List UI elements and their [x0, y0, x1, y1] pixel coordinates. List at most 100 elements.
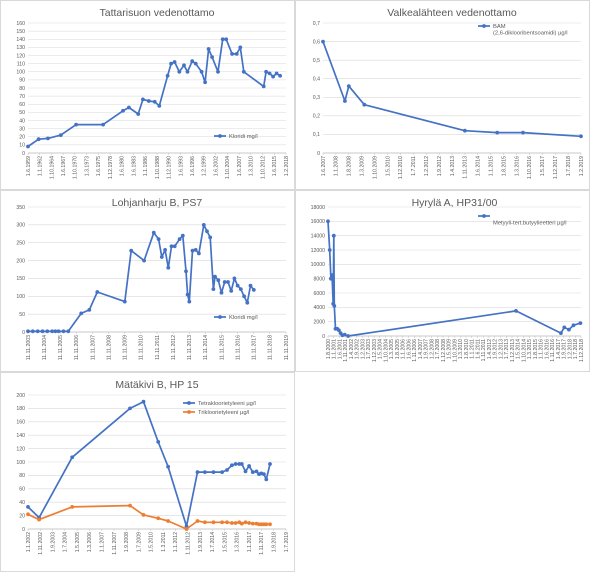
y-tick-label: 60 [19, 102, 25, 108]
data-point [559, 331, 563, 335]
data-point [166, 265, 171, 270]
x-tick-label: 1.7.2019 [284, 532, 290, 552]
x-tick-label: 1.4.2012 [487, 339, 493, 359]
legend-marker [482, 214, 486, 218]
y-tick-label: 12000 [311, 248, 326, 254]
x-tick-label: 1.1.2006 [401, 339, 407, 359]
data-point [203, 520, 207, 525]
x-tick-label: 1.2.2012 [424, 156, 430, 176]
data-point [156, 516, 161, 521]
chart-panel-valkealahde: Valkealähteen vedenottamo 0 0,1 0,2 0,3 0,4 0,… [295, 0, 590, 190]
data-point [141, 399, 146, 404]
x-tick-label: 1.9.2017 [562, 339, 568, 359]
y-tick-label: 18000 [311, 205, 326, 211]
y-tick-label: 80 [19, 473, 25, 479]
x-tick-label: 1.6.1996 [190, 156, 196, 176]
x-tick-label: 1.2.2018 [284, 156, 290, 176]
chart-lohjanharju: Lohjanharju B, PS7 0 50 100 150 200 250 300 350 1… [16, 197, 289, 360]
data-point [567, 327, 571, 332]
data-point [206, 47, 211, 51]
y-tick-label: 100 [16, 70, 25, 76]
chart-title: Tattarisuon vedenottamo [100, 7, 215, 19]
data-point [74, 122, 78, 127]
data-point [337, 328, 341, 333]
y-tick-label: 10 [19, 143, 25, 149]
data-point [205, 229, 209, 234]
x-tick-label: 1.12.2013 [510, 339, 516, 362]
data-point [247, 464, 252, 468]
data-point [26, 144, 30, 149]
data-point [26, 505, 30, 509]
data-point [342, 332, 347, 337]
y-tick-label: 2000 [313, 319, 325, 325]
data-point [219, 290, 224, 295]
data-point [53, 329, 58, 334]
data-point [247, 521, 252, 525]
x-tick-label: 1.10.2004 [383, 339, 389, 362]
x-tick-label: 1.10.2016 [527, 156, 533, 179]
x-tick-label: 1.2.2019 [579, 156, 585, 176]
data-point [224, 37, 229, 42]
data-point [156, 237, 161, 241]
legend-marker [187, 401, 191, 405]
x-tick-label: 1.7.2018 [566, 156, 572, 176]
legend-marker [218, 315, 222, 319]
data-point [203, 470, 207, 474]
x-tick-label: 1.8.2015 [501, 156, 507, 176]
x-tick-label: 1.3.1973 [84, 156, 90, 176]
data-point [331, 233, 336, 238]
data-point [242, 294, 247, 299]
x-tick-label: 11.11.2015 [219, 335, 225, 360]
x-tick-label: 1.1.2017 [247, 532, 253, 552]
data-point [271, 74, 275, 79]
x-tick-label: 1.7.2009 [136, 532, 142, 552]
data-point [235, 283, 240, 288]
x-tick-label: 1.1.2008 [334, 156, 340, 176]
x-tick-label: 1.5.2015 [222, 532, 228, 552]
x-tick-label: 1.9.2018 [272, 532, 278, 552]
data-point [321, 39, 325, 44]
data-point [50, 329, 55, 334]
data-point [220, 37, 225, 42]
data-point [190, 248, 195, 253]
x-tick-label: 1.7.2014 [210, 532, 216, 552]
x-tick-label: 1.6.2001 [337, 339, 343, 359]
x-tick-label: 1.6.2007 [321, 156, 327, 176]
x-tick-label: 1.1.2001 [332, 339, 338, 359]
data-point [211, 287, 216, 291]
series-line [27, 504, 270, 530]
x-tick-label: 1.1.1962 [38, 156, 44, 176]
data-point [329, 276, 333, 281]
x-tick-label: 1.6.1959 [26, 156, 32, 176]
data-point [79, 311, 84, 316]
x-tick-label: 1.3.2005 [389, 339, 395, 359]
x-tick-label: 1.8.2010 [464, 339, 470, 359]
data-point [250, 521, 255, 526]
data-point [169, 61, 174, 66]
y-tick-label: 8000 [313, 276, 325, 282]
data-point [193, 248, 198, 252]
data-point [225, 520, 229, 525]
data-point [35, 329, 40, 334]
x-tick-label: 1.7.2004 [63, 532, 69, 552]
x-tick-label: 11.11.2004 [42, 335, 48, 360]
x-tick-label: 1.12.2003 [372, 339, 378, 362]
y-tick-label: 150 [16, 29, 25, 35]
y-tick-label: 150 [16, 276, 25, 282]
y-tick-label: 200 [16, 393, 25, 399]
x-tick-label: 1.9.2012 [437, 156, 443, 176]
y-tick-label: 70 [19, 94, 25, 100]
data-point [264, 522, 269, 527]
data-point [26, 512, 30, 517]
data-point [128, 503, 132, 508]
x-tick-label: 1.1.1986 [143, 156, 149, 176]
x-tick-label: 1.6.2007 [237, 156, 243, 176]
x-tick-label: 1.11.2006 [412, 339, 418, 362]
y-tick-label: 250 [16, 241, 25, 247]
x-tick-label: 1.6.1980 [120, 156, 126, 176]
chart-hyryla: Hyrylä A, HP31/00 0 2000 4000 6000 8000 10000 1… [311, 197, 585, 362]
data-point [169, 244, 174, 249]
data-point [30, 329, 35, 334]
data-point [233, 462, 238, 466]
x-tick-label: 1.6.2006 [406, 339, 412, 359]
